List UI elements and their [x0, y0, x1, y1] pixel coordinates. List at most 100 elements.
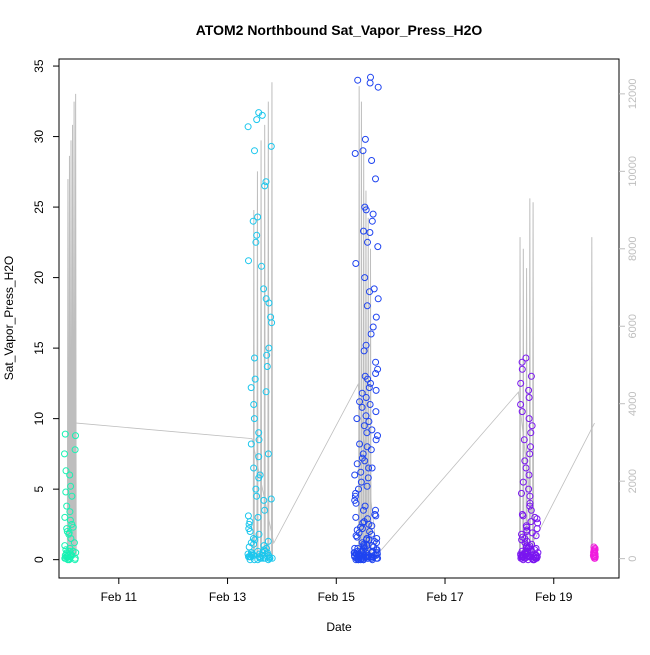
data-point — [368, 426, 376, 434]
data-point — [359, 450, 367, 458]
data-point — [251, 375, 259, 383]
data-point — [519, 478, 527, 486]
x-axis-label: Date — [326, 620, 352, 634]
data-point — [255, 429, 263, 437]
chart-title: ATOM2 Northbound Sat_Vapor_Press_H2O — [196, 22, 483, 38]
data-point — [354, 76, 362, 84]
y2-tick-label: 6000 — [627, 314, 639, 338]
data-point — [267, 142, 275, 150]
data-point — [250, 415, 258, 423]
data-point — [353, 547, 361, 555]
data-point — [518, 511, 526, 518]
data-point — [372, 436, 380, 444]
data-point — [253, 116, 261, 124]
data-point — [252, 485, 260, 493]
data-point — [360, 556, 367, 564]
data-point — [245, 525, 253, 533]
data-point — [526, 492, 534, 500]
data-point — [374, 83, 382, 91]
data-point — [264, 537, 272, 545]
data-point — [254, 556, 262, 564]
data-point — [360, 422, 368, 430]
data-point — [260, 546, 268, 554]
data-point — [267, 495, 275, 503]
data-point — [525, 471, 533, 479]
data-point — [517, 379, 525, 387]
x-tick-label: Feb 13 — [209, 590, 247, 604]
data-point — [368, 217, 376, 225]
data-point — [367, 73, 374, 81]
y2-tick-label: 0 — [627, 556, 639, 562]
data-point — [267, 313, 275, 321]
data-point — [255, 436, 263, 444]
data-point — [262, 178, 270, 186]
data-point — [530, 556, 538, 564]
data-point — [526, 499, 534, 507]
y-axis: 0 5 10 15 20 25 30 35 — [32, 59, 59, 563]
data-point — [525, 485, 533, 493]
data-point — [521, 550, 529, 558]
data-point — [353, 533, 361, 541]
data-point — [372, 408, 380, 416]
data-point — [71, 556, 79, 564]
data-point — [525, 394, 533, 401]
data-point — [363, 302, 371, 310]
data-point — [61, 513, 69, 521]
data-point — [351, 150, 359, 157]
data-point — [71, 446, 79, 454]
data-point — [72, 432, 79, 440]
data-point — [518, 365, 526, 373]
data-point — [253, 231, 261, 239]
data-point — [247, 384, 255, 392]
data-point — [359, 506, 367, 514]
data-point — [525, 415, 533, 423]
data-point — [518, 358, 526, 366]
data-point — [254, 213, 262, 221]
y-tick-label: 0 — [32, 556, 46, 563]
data-point — [361, 135, 369, 143]
data-point — [364, 375, 372, 383]
data-point — [528, 529, 536, 537]
data-point — [255, 109, 263, 117]
data-point — [357, 468, 365, 476]
data-point — [61, 450, 68, 458]
y2-tick-label: 4000 — [627, 391, 639, 415]
data-point — [518, 408, 526, 416]
x-tick-label: Feb 17 — [426, 590, 464, 604]
data-point — [251, 536, 259, 544]
data-point — [358, 403, 366, 411]
data-point — [371, 511, 379, 518]
data-point — [351, 496, 359, 504]
data-point — [262, 295, 270, 303]
data-point — [352, 260, 360, 267]
data-point — [353, 460, 361, 468]
data-point — [367, 446, 375, 454]
data-point — [252, 238, 260, 246]
y-tick-label: 30 — [32, 130, 46, 144]
data-point — [261, 547, 269, 555]
data-point — [374, 243, 382, 251]
data-point — [356, 440, 364, 448]
y-tick-label: 35 — [32, 59, 46, 73]
data-point — [248, 551, 256, 559]
data-point — [523, 526, 531, 534]
data-point — [372, 512, 380, 520]
data-point — [250, 464, 258, 472]
data-point — [265, 551, 273, 559]
data-point — [255, 453, 263, 461]
data-point — [61, 554, 69, 562]
data-point — [262, 388, 270, 396]
data-point — [518, 489, 525, 497]
data-point — [362, 412, 370, 420]
data-point — [374, 295, 382, 303]
data-point — [589, 551, 597, 559]
y-tick-label: 25 — [32, 200, 46, 214]
data-point — [527, 443, 534, 451]
data-point — [368, 464, 376, 472]
data-point — [527, 429, 535, 437]
data-point — [249, 217, 257, 225]
data-point — [526, 502, 534, 510]
data-point — [364, 238, 371, 246]
data-point — [358, 525, 366, 533]
data-point — [365, 520, 373, 528]
